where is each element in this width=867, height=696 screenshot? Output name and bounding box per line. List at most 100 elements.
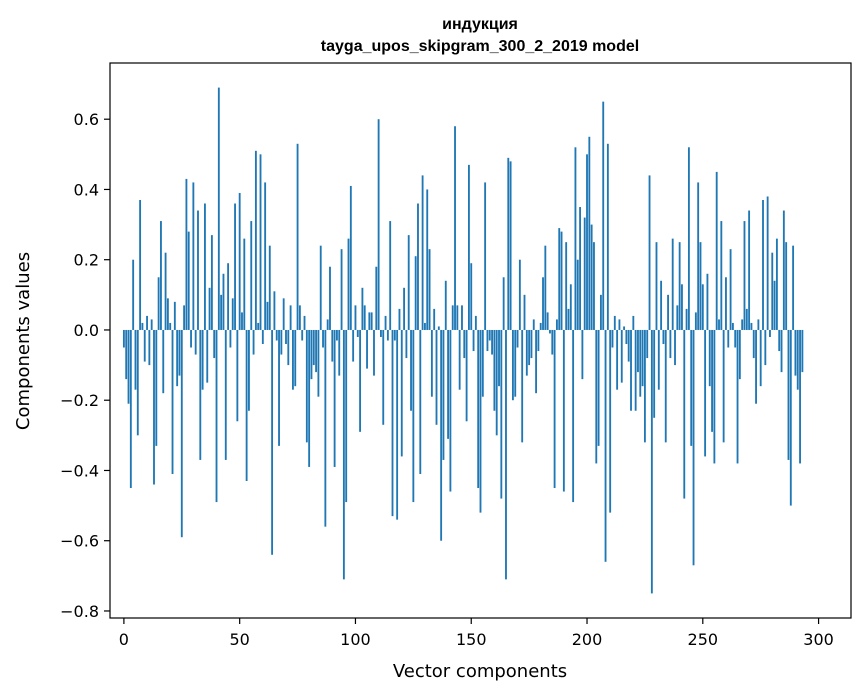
bar <box>217 87 220 330</box>
bar <box>641 329 644 387</box>
chart-subtitle: tayga_upos_skipgram_300_2_2019 model <box>321 38 639 55</box>
bar <box>264 182 267 330</box>
bar <box>586 154 588 330</box>
bar <box>674 329 676 366</box>
y-tick-label: 0.4 <box>74 180 99 199</box>
bar <box>687 147 690 330</box>
bar <box>657 329 660 390</box>
bar <box>491 329 493 355</box>
bar <box>602 101 605 330</box>
bar <box>759 329 762 387</box>
bar <box>590 224 593 330</box>
bar <box>567 308 570 330</box>
bar <box>440 329 443 541</box>
bar <box>551 329 554 355</box>
bar <box>148 329 151 366</box>
bar <box>766 196 769 330</box>
x-tick-label: 0 <box>119 630 129 649</box>
bar <box>336 329 338 341</box>
bar <box>238 192 241 330</box>
bar <box>711 329 713 432</box>
bar <box>444 280 447 330</box>
bar <box>250 221 253 330</box>
bar <box>414 256 417 330</box>
bar <box>129 329 132 489</box>
bar <box>398 308 401 330</box>
bar <box>349 185 352 330</box>
x-axis: 0 50 100 150 200 250 300 <box>119 618 834 649</box>
bar <box>470 263 473 330</box>
bar <box>338 329 341 376</box>
y-tick-label: 0.0 <box>74 321 99 340</box>
bar <box>736 329 739 464</box>
bar <box>606 143 609 330</box>
bar <box>743 221 746 330</box>
bar <box>241 312 243 330</box>
bar <box>618 319 621 330</box>
bar <box>451 305 454 330</box>
bar <box>340 249 343 330</box>
bar <box>178 329 181 376</box>
bar <box>271 329 274 555</box>
bar <box>530 329 533 359</box>
bar <box>231 298 234 330</box>
bar <box>292 329 294 390</box>
bar <box>389 221 392 330</box>
bar <box>254 150 257 330</box>
bar <box>164 252 167 330</box>
bar <box>229 329 232 348</box>
bar <box>315 329 318 373</box>
bar <box>245 329 248 481</box>
bar <box>593 242 595 330</box>
bar <box>454 126 456 330</box>
bar <box>310 329 313 380</box>
bar <box>259 154 262 330</box>
bar <box>391 329 394 517</box>
bar <box>648 175 651 330</box>
bar <box>789 329 792 506</box>
bar <box>639 329 642 397</box>
bar <box>352 329 355 362</box>
bar <box>625 329 628 345</box>
bar <box>477 329 480 489</box>
y-tick-label: −0.8 <box>60 602 99 621</box>
bar <box>410 329 412 411</box>
bar <box>333 329 336 467</box>
bar <box>180 329 183 538</box>
bar <box>132 259 135 330</box>
bar <box>160 221 162 330</box>
bar <box>234 203 236 330</box>
bar <box>734 329 737 348</box>
bar <box>461 305 463 330</box>
bar <box>273 291 276 330</box>
bar <box>775 238 778 330</box>
bar <box>500 329 503 499</box>
bar <box>660 280 663 330</box>
bar <box>655 242 658 330</box>
bar <box>643 329 646 443</box>
bar <box>505 329 507 580</box>
bar <box>380 329 382 337</box>
bar <box>773 280 776 330</box>
bar <box>632 315 635 330</box>
bar <box>224 329 227 460</box>
bar <box>354 305 357 330</box>
bar <box>634 329 637 411</box>
bar <box>329 266 331 330</box>
bar <box>428 249 431 330</box>
bar <box>201 329 204 390</box>
bar <box>555 319 558 330</box>
bar <box>227 263 230 330</box>
bar <box>708 329 711 387</box>
plot-frame <box>109 62 852 619</box>
bar <box>190 329 192 348</box>
bar <box>532 319 535 330</box>
bar <box>294 329 297 387</box>
bar <box>210 235 213 330</box>
bar <box>368 312 371 330</box>
bar <box>667 294 669 330</box>
bar <box>319 245 322 330</box>
bar <box>699 242 702 330</box>
bar <box>755 329 757 404</box>
bar <box>289 305 292 330</box>
